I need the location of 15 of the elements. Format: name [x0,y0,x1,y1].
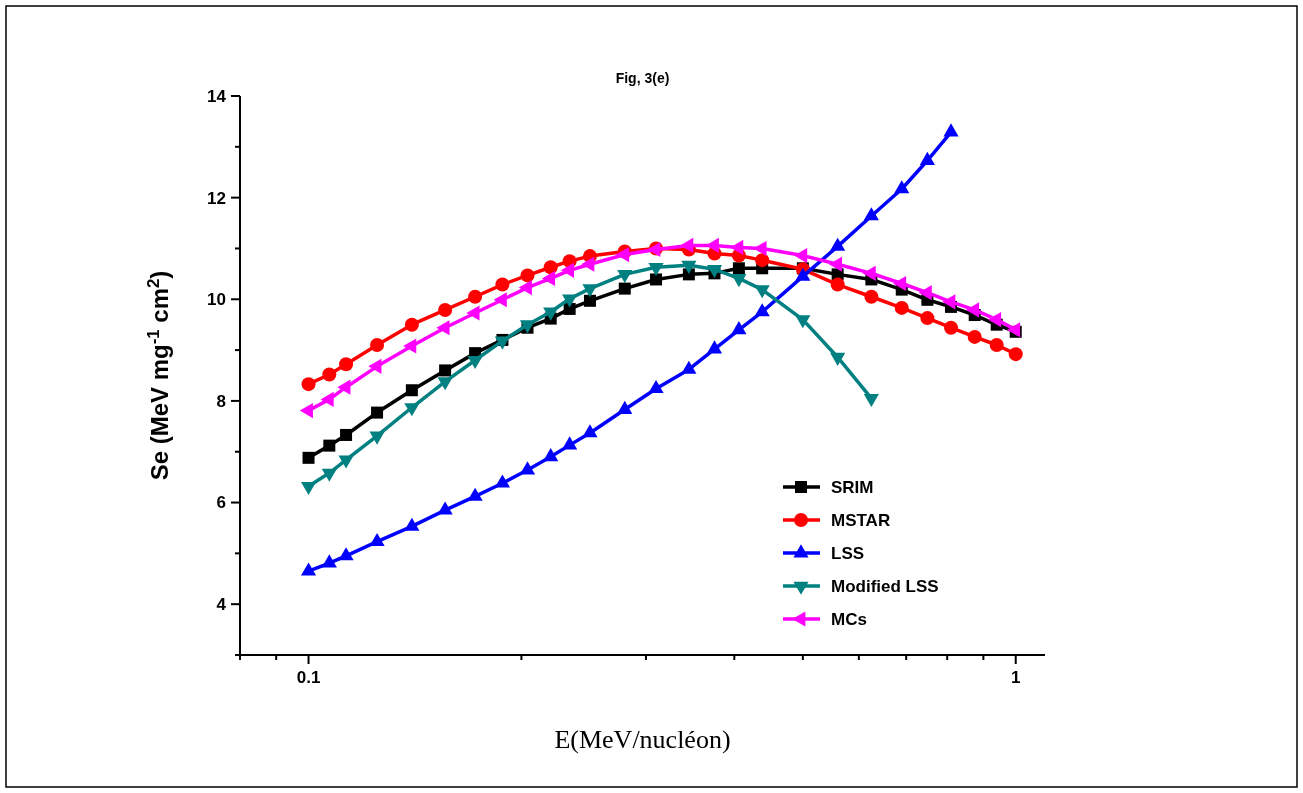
y-tick-label: 10 [207,290,226,310]
x-axis-title: E(MeV/nucléon) [554,725,731,754]
legend-label: MCs [831,609,867,629]
x-tick-label: 0.1 [296,668,321,687]
legend-label: LSS [831,543,865,563]
y-tick-label: 14 [207,86,227,106]
legend-label: SRIM [831,477,874,497]
chart-title: Fig, 3(e) [615,70,670,86]
legend-label: Modified LSS [831,576,939,596]
y-tick-label: 8 [216,391,226,411]
y-tick-label: 12 [207,188,226,208]
y-tick-label: 6 [216,493,226,513]
x-tick-label: 1 [1010,668,1021,687]
legend-label: MSTAR [831,510,891,530]
y-tick-label: 4 [216,595,227,615]
